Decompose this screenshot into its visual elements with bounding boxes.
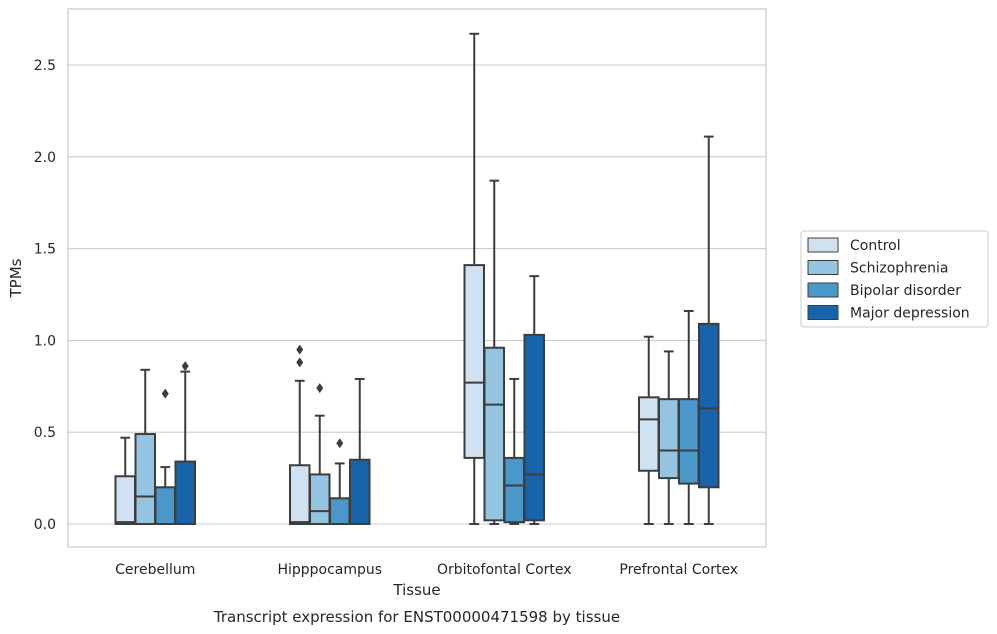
- box-plot: [698, 135, 720, 525]
- y-tick-label: 2.5: [34, 58, 56, 74]
- legend-swatch: [807, 237, 839, 253]
- x-tick-label: Orbitofontal Cortex: [437, 562, 572, 578]
- box-plot: [174, 361, 196, 525]
- outlier-point: [296, 344, 304, 355]
- box: [309, 473, 331, 526]
- box: [174, 460, 196, 525]
- legend-item: Bipolar disorder: [807, 282, 961, 299]
- box: [134, 433, 156, 526]
- box: [349, 458, 371, 525]
- box: [289, 464, 311, 525]
- box-plot: [154, 388, 176, 525]
- y-tick-label: 0.5: [34, 425, 56, 441]
- box-plot: [503, 377, 525, 525]
- box: [523, 333, 545, 522]
- y-tick-label: 1.5: [34, 242, 56, 258]
- outlier-point: [316, 383, 324, 394]
- box: [463, 264, 485, 459]
- box-plot: [678, 310, 700, 525]
- box-plot: [329, 438, 351, 525]
- legend-label: Control: [850, 238, 901, 254]
- outlier-point: [161, 388, 169, 399]
- box: [638, 396, 660, 472]
- legend-swatch: [807, 305, 839, 320]
- y-axis-label: TPMs: [7, 258, 25, 298]
- legend-item: Major depression: [807, 305, 970, 322]
- box-plot: [523, 275, 545, 525]
- box: [678, 398, 700, 485]
- legend-swatch: [807, 260, 839, 275]
- outlier-point: [336, 438, 344, 449]
- x-tick-labels: Cerebellum Hipppocampus Orbitofontal Corte…: [115, 562, 738, 578]
- legend-label: Major depression: [850, 306, 970, 322]
- box-plot: [289, 344, 311, 525]
- box: [698, 322, 720, 489]
- box: [483, 346, 505, 522]
- x-tick-label: Cerebellum: [115, 562, 195, 578]
- y-tick-label: 0.0: [34, 517, 56, 533]
- outlier-point: [181, 361, 189, 372]
- x-tick-label: Hipppocampus: [277, 562, 382, 578]
- box-plot: [114, 436, 136, 526]
- box-plot: [658, 350, 680, 525]
- y-tick-label: 1.0: [34, 333, 56, 349]
- chart-caption: Transcript expression for ENST0000047159…: [213, 608, 620, 626]
- legend: Control Schizophrenia Bipolar disorder Majo…: [800, 230, 989, 328]
- legend-label: Schizophrenia: [850, 261, 948, 277]
- box: [658, 398, 680, 480]
- y-tick-label: 2.0: [34, 150, 56, 166]
- legend-item: Control: [807, 237, 901, 254]
- legend-item: Schizophrenia: [807, 260, 948, 277]
- legend-swatch: [807, 282, 839, 298]
- box: [503, 456, 525, 524]
- outlier-point: [296, 357, 304, 368]
- box: [329, 497, 351, 525]
- box-plot: [134, 368, 156, 526]
- box-plot: [638, 335, 660, 525]
- x-axis-label: Tissue: [392, 581, 440, 599]
- box-plot: [349, 377, 371, 525]
- y-tick-labels: 0.0 0.5 1.0 1.5 2.0 2.5: [34, 58, 56, 533]
- box: [154, 486, 176, 525]
- plot-frame: [67, 8, 767, 548]
- box-plot: [483, 179, 505, 525]
- box-plots: [114, 32, 720, 526]
- box-plot: [309, 383, 331, 526]
- legend-label: Bipolar disorder: [850, 283, 961, 299]
- box: [114, 475, 136, 526]
- x-tick-label: Prefrontal Cortex: [619, 562, 738, 578]
- box-plot: [463, 32, 485, 525]
- legend-frame: [800, 230, 989, 328]
